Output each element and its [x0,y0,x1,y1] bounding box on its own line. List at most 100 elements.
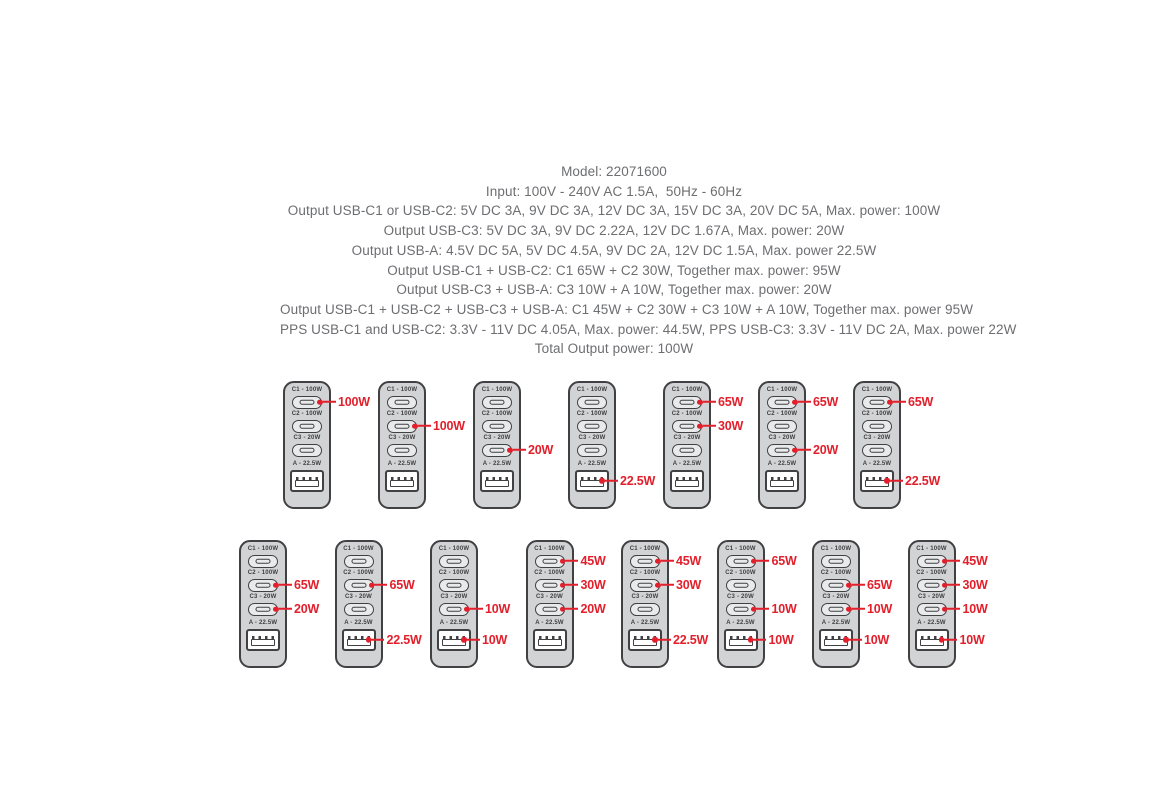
annotation-line [851,607,865,611]
c3-port-icon [343,602,374,616]
port-group-c3: C3 - 20W [855,435,899,457]
c3-port-icon [672,443,702,457]
port-label-a: A - 22.5W [630,620,660,626]
power-annotation: 20W [273,603,319,616]
annotation-line [797,400,811,404]
charger-2-1: C1 - 100W C2 - 100W 65W C3 - 20W 20W A - 22.5… [239,540,319,668]
port-label-c1: C1 - 100W [291,387,323,393]
usb-a-tongue [442,638,466,646]
spec-line: Input: 100V - 240V AC 1.5A, 50Hz - 60Hz [485,183,743,199]
c2-port-icon [292,419,322,433]
power-annotation: 22.5W [884,474,940,487]
power-annotation: 10W [941,603,988,616]
port-label-c1: C1 - 100W [766,387,798,393]
port-group-a: A - 22.5W 22.5W [623,620,708,651]
power-value-label: 65W [389,577,415,592]
usb-c-slot [637,558,653,564]
port-label-c2: C2 - 100W [820,570,852,576]
annotation-dot-icon [655,582,661,588]
usb-c-slot [584,447,600,453]
port-group-c1: C1 - 100W 65W [665,387,743,409]
power-value-label: 22.5W [620,473,656,488]
annotation-dot-icon [941,606,947,612]
a-port-icon: 10W [437,628,507,651]
annotation-dot-icon [412,423,418,429]
port-label-a: A - 22.5W [344,620,373,626]
power-value-label: 10W [959,632,985,647]
port-group-a: A - 22.5W 22.5W [570,461,655,492]
c2-port-icon: 30W [630,578,701,592]
usb-a-tongue [251,638,275,646]
charger-row-1: C1 - 100W 100W C2 - 100W C3 - 20W A - 22.5W C… [283,381,940,509]
spec-text-block: Model: 22071600 Input: 100V - 240V AC 1.5… [280,162,1016,359]
c1-port-icon [577,395,607,409]
port-group-a: A - 22.5W [760,461,804,492]
spec-line: Output USB-A: 4.5V DC 5A, 5V DC 4.5A, 9V… [351,242,877,258]
usb-a-pins [538,636,561,639]
usb-c-slot [679,399,695,405]
usb-c-slot [299,447,315,453]
power-value-label: 65W [908,394,934,409]
annotation-line [604,479,618,482]
port-label-a: A - 22.5W [292,461,322,467]
c1-port-icon [821,554,851,568]
annotation-line [848,638,862,641]
port-label-c3: C3 - 20W [388,435,416,441]
power-value-label: 22.5W [905,473,941,488]
annotation-dot-icon [750,558,756,564]
charger-1-2: C1 - 100W C2 - 100W 100W C3 - 20W A - 22.5W [378,381,465,509]
port-label-a: A - 22.5W [577,461,607,467]
a-port-icon [480,469,514,492]
port-group-c1: C1 - 100W [380,387,424,409]
annotation-line [756,607,769,611]
usb-a-tongue [633,638,657,646]
charger-1-3: C1 - 100W C2 - 100W C3 - 20W 20W A - 22.5W [473,381,553,509]
usb-c-slot [489,399,505,405]
port-label-c1: C1 - 100W [481,387,513,393]
usb-a-pins [825,636,847,639]
usb-a-tongue [728,638,753,646]
port-label-c1: C1 - 100W [438,546,470,552]
port-label-c2: C2 - 100W [766,411,798,417]
annotation-line [753,638,766,641]
port-label-a: A - 22.5W [672,461,702,467]
c3-port-icon [577,443,607,457]
charger-1-4: C1 - 100W C2 - 100W C3 - 20W A - 22.5W 22.5W [568,381,655,509]
a-port-icon: 10W [723,628,794,651]
power-annotation: 10W [464,603,510,616]
port-label-c1: C1 - 100W [725,546,756,552]
port-label-c2: C2 - 100W [386,411,418,417]
charger-2-3: C1 - 100W C2 - 100W C3 - 20W 10W A - 22.5W 10… [430,540,510,668]
usb-c-slot [584,423,600,429]
usb-a-tongue [537,638,562,646]
usb-a-tongue [390,479,414,487]
port-label-a: A - 22.5W [821,620,851,626]
annotation-dot-icon [559,582,565,588]
charger-2-5: C1 - 100W 45W C2 - 100W 30W C3 - 20W A - 22.5… [621,540,708,668]
c2-port-icon [862,419,892,433]
a-port-icon [385,469,419,492]
usb-c-slot [299,423,315,429]
c1-port-icon [482,395,512,409]
charger-row-2: C1 - 100W C2 - 100W 65W C3 - 20W 20W A - 22.5… [239,540,988,668]
c1-port-icon: 45W [630,554,701,568]
power-annotation: 20W [559,603,606,616]
power-annotation: 65W [792,396,838,409]
port-label-c1: C1 - 100W [671,387,703,393]
power-value-label: 22.5W [386,632,422,647]
annotation-dot-icon [887,399,893,405]
c2-port-icon [577,419,607,433]
port-group-c2: C2 - 100W 65W [241,570,319,592]
c3-port-icon: 20W [534,602,606,616]
annotation-dot-icon [941,558,947,564]
charger-1-1: C1 - 100W 100W C2 - 100W C3 - 20W A - 22.5W [283,381,370,509]
power-annotation: 100W [412,420,465,433]
port-group-c1: C1 - 100W [570,387,614,409]
usb-c-slot [394,423,410,429]
power-annotation: 65W [273,579,319,592]
usb-c-slot [869,423,885,429]
port-label-c3: C3 - 20W [578,435,606,441]
charger-2-6: C1 - 100W 65W C2 - 100W C3 - 20W 10W A - 22.5… [716,540,797,668]
port-group-a: A - 22.5W 22.5W [855,461,940,492]
usb-c-slot [394,447,410,453]
